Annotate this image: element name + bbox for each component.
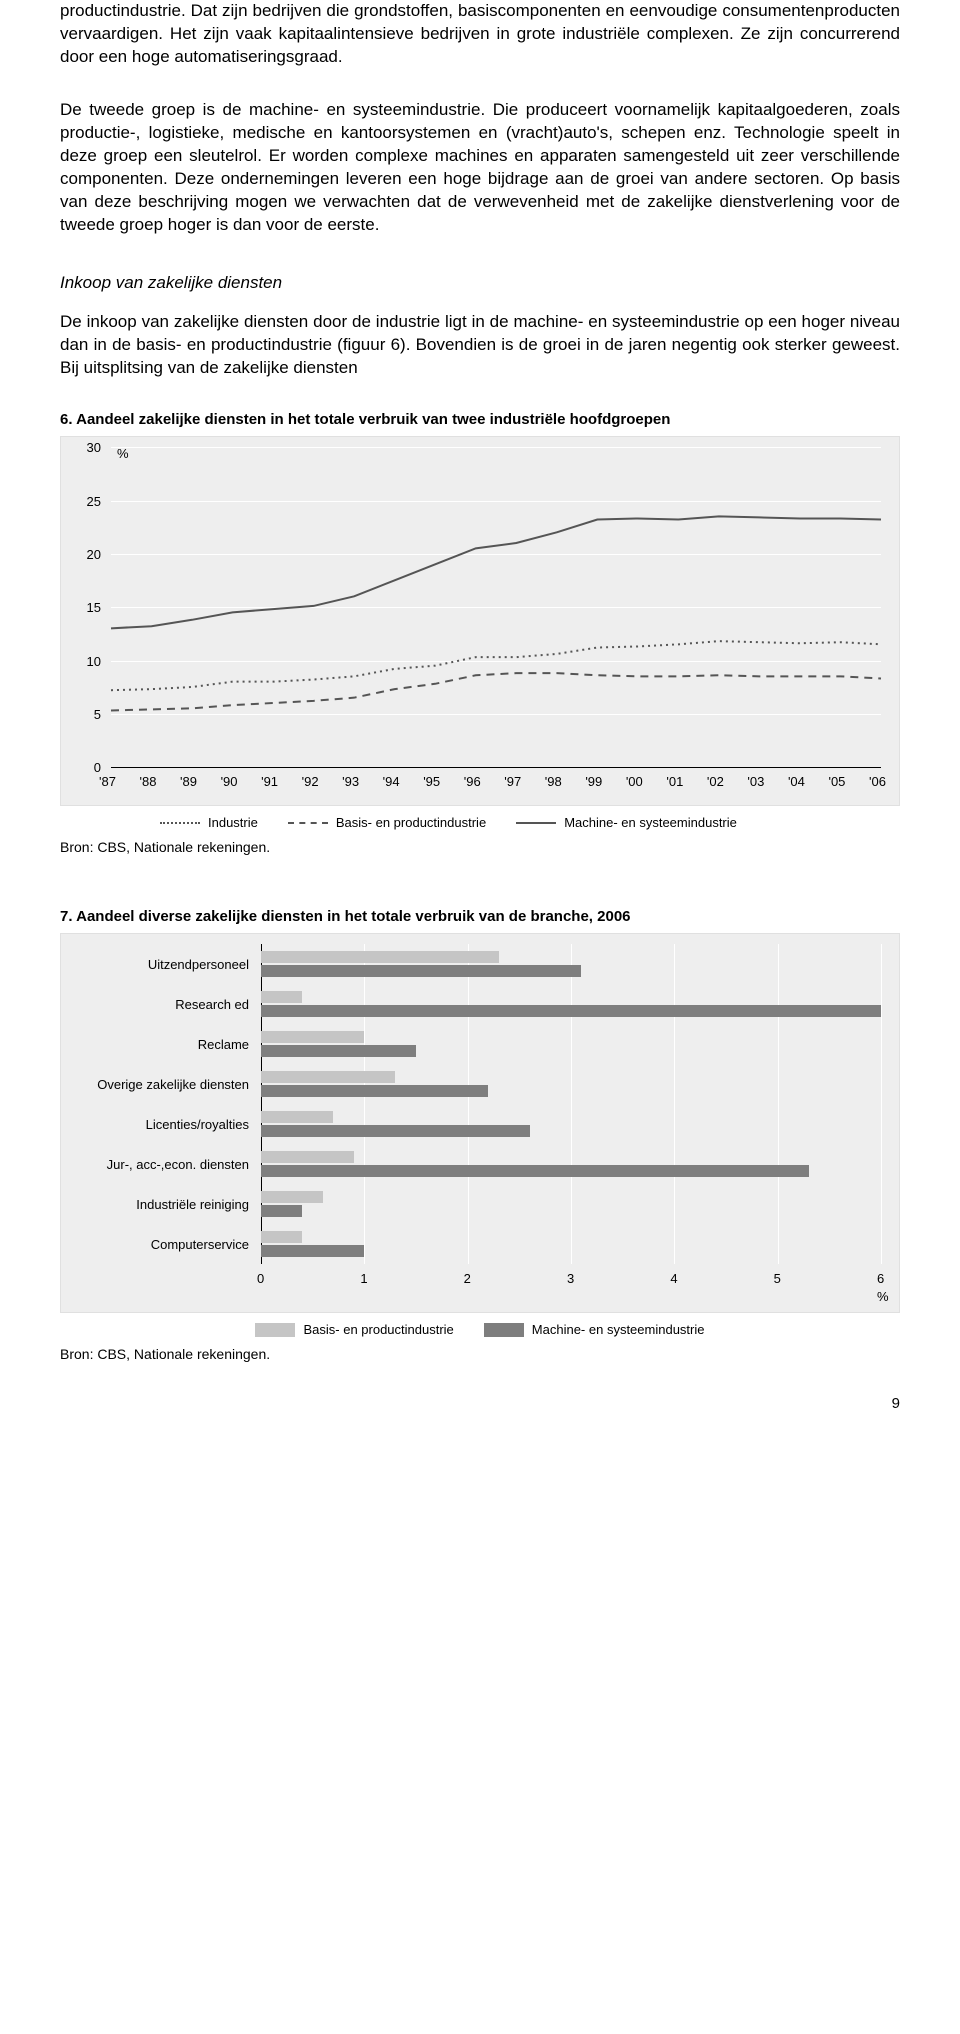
chart-6: 6. Aandeel zakelijke diensten in het tot… [60, 410, 900, 857]
legend-label: Basis- en productindustrie [303, 1321, 453, 1339]
bar-machine [261, 1245, 364, 1257]
x-tick-label: 5 [774, 1270, 781, 1288]
category-label: Reclame [69, 1036, 249, 1054]
x-tick-label: 3 [567, 1270, 574, 1288]
chart-7-canvas: 0 1 2 3 4 5 6% Uitzendpersoneel Research ed Recla… [60, 933, 900, 1313]
category-label: Licenties/royalties [69, 1116, 249, 1134]
category-label: Research ed [69, 996, 249, 1014]
chart-7: 7. Aandeel diverse zakelijke diensten in… [60, 907, 900, 1364]
x-tick-label: 4 [670, 1270, 677, 1288]
bar-machine [261, 1165, 809, 1177]
bar-basis [261, 991, 302, 1003]
category-label: Jur-, acc-,econ. diensten [69, 1156, 249, 1174]
bar-basis [261, 1231, 302, 1243]
category-label: Computerservice [69, 1236, 249, 1254]
legend-item-basis: Basis- en productindustrie [255, 1321, 453, 1339]
bar-basis [261, 1191, 323, 1203]
swatch-machine [484, 1323, 524, 1337]
line-swatch-solid [516, 822, 556, 824]
paragraph-2: De tweede groep is de machine- en systee… [60, 99, 900, 237]
bar-machine [261, 1045, 416, 1057]
bar-machine [261, 1125, 530, 1137]
legend-label: Industrie [208, 814, 258, 832]
x-tick-label: 2 [464, 1270, 471, 1288]
paragraph-3: De inkoop van zakelijke diensten door de… [60, 311, 900, 380]
bar-basis [261, 1031, 364, 1043]
bar-machine [261, 1005, 881, 1017]
bar-basis [261, 1111, 333, 1123]
legend-label: Machine- en systeemindustrie [532, 1321, 705, 1339]
x-tick-label: 1 [360, 1270, 367, 1288]
bar-basis [261, 1151, 354, 1163]
legend-item-machine: Machine- en systeemindustrie [484, 1321, 705, 1339]
legend-label: Basis- en productindustrie [336, 814, 486, 832]
chart-6-canvas: %051015202530'87'88'89'90'91'92'93'94'95… [60, 436, 900, 806]
legend-item-machine: Machine- en systeemindustrie [516, 814, 737, 832]
gridline [778, 944, 779, 1264]
gridline [468, 944, 469, 1264]
gridline [364, 944, 365, 1264]
bar-machine [261, 1085, 488, 1097]
gridline [881, 944, 882, 1264]
line-swatch-dotted [160, 822, 200, 824]
bar-basis [261, 951, 499, 963]
x-tick-label: 0 [257, 1270, 264, 1288]
chart-7-title: 7. Aandeel diverse zakelijke diensten in… [60, 907, 900, 927]
series-dotted [111, 642, 881, 691]
chart-6-legend: Industrie Basis- en productindustrie Mac… [60, 814, 900, 832]
paragraph-1: productindustrie. Dat zijn bedrijven die… [60, 0, 900, 69]
category-label: Uitzendpersoneel [69, 956, 249, 974]
category-label: Overige zakelijke diensten [69, 1076, 249, 1094]
legend-item-industrie: Industrie [160, 814, 258, 832]
chart-6-title: 6. Aandeel zakelijke diensten in het tot… [60, 410, 900, 430]
x-tick-label: 6 [877, 1270, 884, 1288]
chart-7-legend: Basis- en productindustrie Machine- en s… [60, 1321, 900, 1339]
swatch-basis [255, 1323, 295, 1337]
x-unit-label: % [877, 1288, 889, 1306]
gridline [674, 944, 675, 1264]
bar-basis [261, 1071, 395, 1083]
page-number: 9 [60, 1394, 900, 1414]
chart-6-lines [61, 437, 901, 807]
line-swatch-dashed [288, 822, 328, 824]
section-heading: Inkoop van zakelijke diensten [60, 272, 900, 295]
gridline [571, 944, 572, 1264]
bar-machine [261, 1205, 302, 1217]
series-solid [111, 517, 881, 629]
category-label: Industriële reiniging [69, 1196, 249, 1214]
legend-label: Machine- en systeemindustrie [564, 814, 737, 832]
chart-7-source: Bron: CBS, Nationale rekeningen. [60, 1345, 900, 1364]
chart-6-source: Bron: CBS, Nationale rekeningen. [60, 838, 900, 857]
legend-item-basis: Basis- en productindustrie [288, 814, 486, 832]
series-dashed [111, 674, 881, 711]
bar-machine [261, 965, 581, 977]
